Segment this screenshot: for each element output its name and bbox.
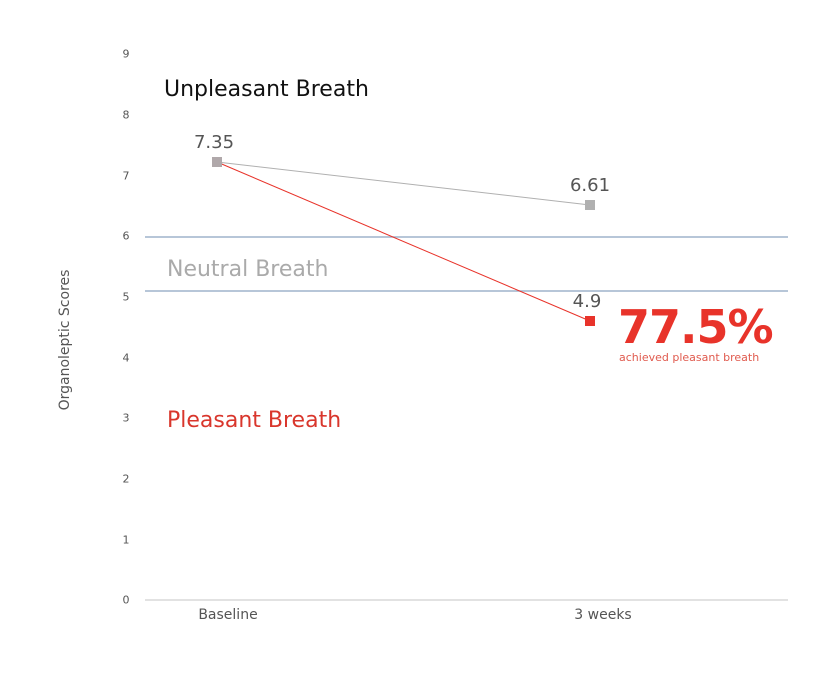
zone-label-neutral: Neutral Breath [167,257,329,282]
y-tick-2: 2 [122,472,130,486]
y-tick-3: 3 [122,411,130,425]
y-tick-8: 8 [122,108,130,122]
data-label-control-3weeks: 6.61 [569,175,611,196]
y-tick-1: 1 [122,533,130,547]
y-tick-6: 6 [122,229,130,243]
control-3weeks-marker [585,200,595,210]
y-tick-4: 4 [122,351,130,365]
baseline-point-marker [212,157,222,167]
data-label-treatment-3weeks: 4.9 [572,291,602,312]
y-tick-5: 5 [122,290,130,304]
y-axis-title: Organoleptic Scores [57,269,73,411]
zone-label-unpleasant: Unpleasant Breath [164,77,369,102]
highlight-percentage: 77.5% [618,300,774,354]
y-tick-9: 9 [122,47,130,61]
highlight-caption: achieved pleasant breath [619,351,760,364]
y-tick-0: 0 [122,593,130,607]
treatment-3weeks-marker [585,316,595,326]
x-category-baseline: Baseline [198,607,258,623]
treatment-series-line [216,161,591,322]
data-label-baseline: 7.35 [193,132,235,153]
x-category-3weeks: 3 weeks [574,607,632,623]
zone-label-pleasant: Pleasant Breath [167,408,342,433]
y-tick-7: 7 [122,169,130,183]
control-series-line [216,161,591,206]
